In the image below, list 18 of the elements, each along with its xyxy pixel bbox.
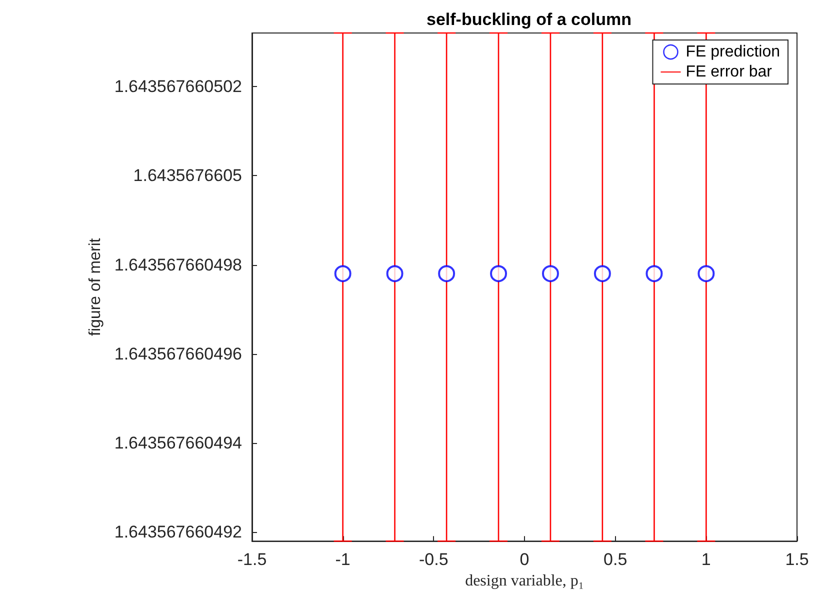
y-axis-title: figure of merit xyxy=(86,238,104,336)
y-tick-label: 1.643567660492 xyxy=(114,522,242,542)
x-tick-label: 1 xyxy=(701,550,711,570)
x-tick-label: 1.5 xyxy=(785,550,809,570)
x-axis-title: design variable, p₁ xyxy=(465,572,584,590)
legend-label: FE prediction xyxy=(686,44,780,60)
y-tick-label: 1.6435676605 xyxy=(133,166,242,186)
y-tick-label: 1.643567660494 xyxy=(114,434,242,453)
y-tick-label: 1.643567660496 xyxy=(114,344,242,364)
chart-title: self-buckling of a column xyxy=(426,10,632,29)
x-tick-label: -1.5 xyxy=(237,550,267,570)
x-tick-label: -1 xyxy=(335,550,350,570)
x-tick-label: 0 xyxy=(520,550,530,570)
x-tick-label: -0.5 xyxy=(419,550,448,570)
y-tick-label: 1.643567660498 xyxy=(114,255,242,274)
y-tick-label: 1.643567660502 xyxy=(114,76,242,96)
legend-label: FE error bar xyxy=(686,64,773,80)
x-tick-label: 0.5 xyxy=(604,550,628,570)
